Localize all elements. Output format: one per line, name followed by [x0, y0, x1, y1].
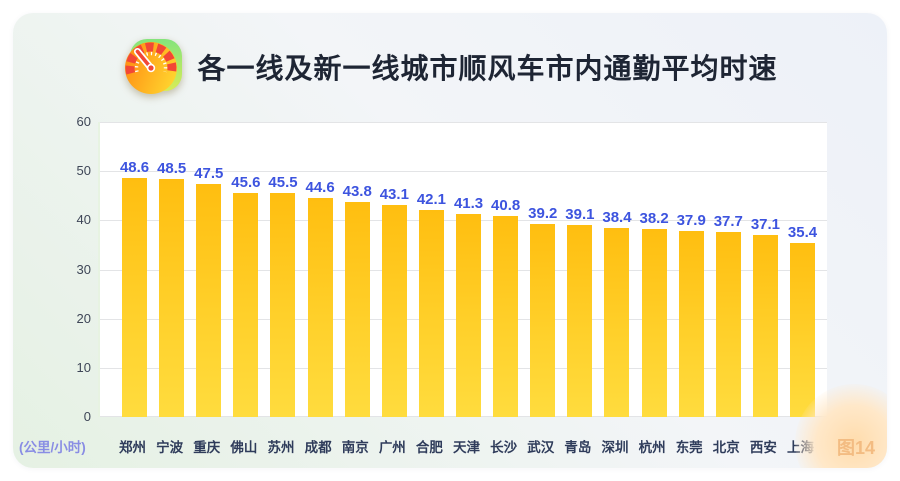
bar-value-label: 38.4: [602, 209, 632, 227]
x-axis-label: 杭州: [638, 440, 666, 455]
bar: [159, 178, 185, 417]
y-tick-label: 0: [83, 409, 91, 424]
x-axis-label: 合肥: [415, 440, 443, 455]
bar-value-label: 38.2: [639, 210, 669, 228]
y-tick-label: 20: [76, 311, 91, 326]
bar: [418, 210, 444, 417]
bar-column-青岛: 39.1: [561, 122, 598, 417]
bar-value-label: 44.6: [305, 178, 335, 196]
x-axis-label: 重庆: [193, 440, 221, 455]
bar-column-长沙: 40.8: [487, 122, 524, 417]
bar-value-label: 43.8: [342, 182, 372, 200]
bar-column-北京: 37.7: [710, 122, 747, 417]
y-tick-label: 10: [76, 360, 91, 375]
bar: [307, 197, 333, 417]
y-axis-unit-label: (公里/小时): [19, 440, 86, 455]
y-tick-label: 30: [76, 262, 91, 277]
x-axis-label: 深圳: [601, 440, 629, 455]
bar: [456, 213, 482, 417]
bar-value-label: 39.1: [565, 205, 595, 223]
bar: [641, 229, 667, 417]
bar: [790, 243, 816, 417]
bar: [493, 216, 519, 417]
figure-number-label: 图14: [836, 438, 875, 458]
x-axis-label: 苏州: [267, 440, 295, 455]
x-axis-label: 武汉: [527, 440, 555, 455]
bar: [530, 224, 556, 417]
bar: [715, 231, 741, 417]
bar-value-label: 43.1: [379, 186, 409, 204]
y-axis: 0 10 20 30 40 50 60: [41, 114, 91, 424]
page-title: 各一线及新一线城市顺风车市内通勤平均时速: [197, 53, 778, 84]
bar-value-label: 45.6: [231, 173, 261, 191]
x-axis-label: 东莞: [675, 440, 703, 455]
chart-card: 各一线及新一线城市顺风车市内通勤平均时速 0 10 20 30 40 50 60 48.6 4…: [13, 13, 887, 468]
bar: [604, 228, 630, 417]
x-axis-label: 广州: [378, 440, 406, 455]
bar-column-天津: 41.3: [450, 122, 487, 417]
x-axis-labels: 郑州宁波重庆佛山苏州成都南京广州合肥天津长沙武汉青岛深圳杭州东莞北京西安上海: [98, 436, 825, 456]
plot-area: 48.6 48.5 47.5 45.6 45.5 44.6 43.8 43.1 42.1 41.3…: [98, 122, 827, 417]
bar: [122, 178, 148, 417]
bar: [270, 193, 296, 417]
speedometer-icon: [122, 37, 184, 97]
bar-value-label: 47.5: [194, 164, 224, 182]
x-axis-label: 长沙: [490, 440, 518, 455]
bar-value-label: 48.5: [157, 159, 187, 177]
bar-column-武汉: 39.2: [524, 122, 561, 417]
x-axis-label: 天津: [453, 440, 481, 455]
bar-value-label: 37.7: [713, 212, 743, 230]
bar-column-广州: 43.1: [376, 122, 413, 417]
gridline-50: [100, 171, 827, 172]
y-tick-label: 40: [76, 212, 91, 227]
y-tick-label: 50: [76, 163, 91, 178]
bar-value-label: 40.8: [491, 197, 521, 215]
bar: [567, 224, 593, 417]
bar-value-label: 41.3: [453, 194, 484, 212]
bar: [344, 201, 370, 417]
x-axis-label: 宁波: [156, 440, 184, 455]
bar-value-label: 37.1: [750, 215, 781, 233]
bar-column-郑州: 48.6: [116, 122, 153, 417]
gridline-60: [100, 122, 827, 123]
x-axis-label: 青岛: [564, 440, 592, 455]
bar-column-苏州: 45.5: [264, 122, 301, 417]
bar-value-label: 35.4: [787, 224, 818, 241]
x-axis-label: 成都: [304, 440, 332, 455]
bar-column-西安: 37.1: [747, 122, 784, 417]
bar-value-label: 42.1: [416, 191, 447, 208]
bar-value-label: 39.2: [528, 205, 558, 223]
bar: [233, 192, 259, 417]
bar-column-重庆: 47.5: [190, 122, 227, 417]
x-axis-label: 南京: [341, 440, 369, 455]
x-axis-label: 西安: [749, 440, 777, 455]
bar: [678, 230, 704, 417]
x-axis-label: 北京: [712, 440, 740, 455]
bar-column-宁波: 48.5: [153, 122, 190, 417]
bar-column-杭州: 38.2: [636, 122, 673, 417]
x-axis-label: 郑州: [119, 440, 147, 455]
bar: [381, 205, 407, 417]
bar-column-成都: 44.6: [302, 122, 339, 417]
bar-value-label: 37.9: [676, 211, 706, 229]
y-tick-label: 60: [76, 114, 91, 129]
x-axis-label: 佛山: [230, 440, 258, 455]
chart-header: 各一线及新一线城市顺风车市内通勤平均时速: [13, 35, 887, 99]
bar-column-合肥: 42.1: [413, 122, 450, 417]
bar-column-上海: 35.4: [784, 122, 821, 417]
bar-column-南京: 43.8: [339, 122, 376, 417]
bar: [752, 234, 778, 417]
bar-series: 48.6 48.5 47.5 45.6 45.5 44.6 43.8 43.1 42.1 41.3…: [100, 122, 827, 417]
bar: [196, 183, 222, 417]
bar-column-深圳: 38.4: [598, 122, 635, 417]
bar-value-label: 45.5: [268, 174, 298, 192]
bar-column-东莞: 37.9: [673, 122, 710, 417]
bar-value-label: 48.6: [119, 159, 150, 176]
bar-column-佛山: 45.6: [227, 122, 264, 417]
